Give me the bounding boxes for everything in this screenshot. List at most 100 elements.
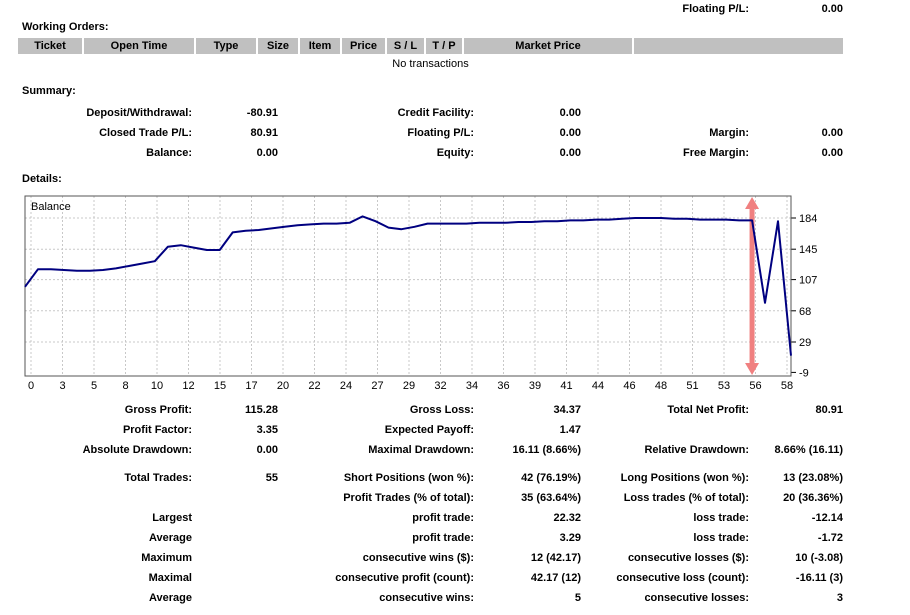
summary-label: Free Margin: — [682, 147, 749, 159]
summary-label: Deposit/Withdrawal: — [86, 107, 192, 119]
summary-value: 0.00 — [559, 147, 581, 159]
stat-value: 12 (42.17) — [530, 552, 581, 564]
stat-label: Average — [148, 532, 192, 544]
summary-label: Floating P/L: — [407, 127, 474, 139]
stats-row: Absolute Drawdown: 0.00 Maximal Drawdown: 1… — [0, 440, 910, 460]
stat-label: consecutive losses ($): — [627, 552, 749, 564]
summary-label: Credit Facility: — [397, 107, 474, 119]
svg-text:5: 5 — [91, 380, 97, 392]
svg-text:29: 29 — [799, 337, 811, 349]
summary-label: Closed Trade P/L: — [99, 127, 192, 139]
stat-label: Expected Payoff: — [384, 424, 474, 436]
stat-value: 34.37 — [553, 404, 581, 416]
stat-label: consecutive wins ($): — [362, 552, 474, 564]
stat-label: profit trade: — [412, 512, 474, 524]
column-header-tp: T / P — [426, 38, 462, 54]
svg-text:58: 58 — [781, 380, 793, 392]
stat-value: -16.11 (3) — [795, 572, 843, 584]
summary-section: Deposit/Withdrawal: -80.91 Credit Facility… — [0, 103, 910, 163]
column-header-type: Type — [196, 38, 256, 54]
stat-value: 13 (23.08%) — [783, 472, 843, 484]
stat-label: Maximum — [141, 552, 192, 564]
stat-label: Total Trades: — [124, 472, 192, 484]
svg-text:107: 107 — [799, 275, 817, 287]
stat-value: 35 (63.64%) — [521, 492, 581, 504]
stat-label: Maximal — [148, 572, 192, 584]
stat-value: 5 — [574, 592, 581, 604]
svg-text:184: 184 — [799, 213, 817, 225]
stat-label: consecutive profit (count): — [335, 572, 474, 584]
svg-text:51: 51 — [686, 380, 698, 392]
stats-row: Average consecutive wins: 5 consecutive los… — [0, 588, 910, 608]
stat-value: 10 (-3.08) — [795, 552, 843, 564]
svg-text:32: 32 — [434, 380, 446, 392]
stat-label: consecutive wins: — [379, 592, 474, 604]
floating-pl-value: 0.00 — [821, 3, 843, 15]
stat-label: Profit Trades (% of total): — [343, 492, 474, 504]
svg-text:53: 53 — [718, 380, 730, 392]
column-header-market-price: Market Price — [464, 38, 632, 54]
stat-value: 3 — [836, 592, 843, 604]
stats-row: Profit Trades (% of total): 35 (63.64%) Lo… — [0, 488, 910, 508]
stats-section-bottom: Total Trades: 55 Short Positions (won %): 4… — [0, 468, 910, 608]
column-header-size: Size — [258, 38, 298, 54]
stat-value: 3.35 — [256, 424, 278, 436]
stat-value: 1.47 — [559, 424, 581, 436]
svg-text:10: 10 — [151, 380, 163, 392]
stat-label: Maximal Drawdown: — [368, 444, 474, 456]
stat-label: consecutive loss (count): — [616, 572, 749, 584]
stat-label: Gross Profit: — [124, 404, 192, 416]
column-header-empty — [634, 38, 843, 54]
svg-text:27: 27 — [371, 380, 383, 392]
working-orders-header-row: Ticket Open Time Type Size Item Price S … — [18, 38, 843, 54]
summary-label: Margin: — [709, 127, 749, 139]
svg-text:68: 68 — [799, 306, 811, 318]
column-header-open-time: Open Time — [84, 38, 194, 54]
summary-row: Balance: 0.00 Equity: 0.00 Free Margin: 0.00 — [0, 143, 910, 163]
svg-text:145: 145 — [799, 244, 817, 256]
stat-value: 8.66% (16.11) — [774, 444, 844, 456]
svg-text:0: 0 — [28, 380, 34, 392]
summary-value: 0.00 — [559, 107, 581, 119]
svg-text:36: 36 — [497, 380, 509, 392]
summary-title: Summary: — [22, 85, 76, 97]
floating-pl-row: Floating P/L: 0.00 — [0, 0, 910, 18]
svg-text:39: 39 — [529, 380, 541, 392]
stat-value: -1.72 — [817, 532, 843, 544]
summary-row: Deposit/Withdrawal: -80.91 Credit Facility… — [0, 103, 910, 123]
stat-label: Total Net Profit: — [667, 404, 749, 416]
summary-value: 0.00 — [821, 147, 843, 159]
summary-value: 0.00 — [256, 147, 278, 159]
stat-value: 55 — [265, 472, 278, 484]
svg-text:3: 3 — [59, 380, 65, 392]
stats-row: Average profit trade: 3.29 loss trade: -1.72 — [0, 528, 910, 548]
stat-value: 80.91 — [815, 404, 843, 416]
stats-row: Largest profit trade: 22.32 loss trade: -12.… — [0, 508, 910, 528]
details-title: Details: — [22, 173, 62, 185]
stat-label: profit trade: — [412, 532, 474, 544]
svg-text:Balance: Balance — [31, 201, 71, 213]
stat-value: 22.32 — [553, 512, 581, 524]
svg-text:8: 8 — [122, 380, 128, 392]
svg-text:20: 20 — [277, 380, 289, 392]
stat-label: Short Positions (won %): — [343, 472, 474, 484]
svg-text:46: 46 — [623, 380, 635, 392]
working-orders-title: Working Orders: — [22, 21, 109, 33]
stat-label: Gross Loss: — [409, 404, 474, 416]
stat-value: 115.28 — [244, 404, 278, 416]
stat-label: loss trade: — [693, 512, 749, 524]
svg-text:24: 24 — [340, 380, 352, 392]
svg-text:41: 41 — [560, 380, 572, 392]
column-header-item: Item — [300, 38, 340, 54]
svg-text:34: 34 — [466, 380, 478, 392]
column-header-sl: S / L — [387, 38, 424, 54]
svg-text:44: 44 — [592, 380, 604, 392]
stat-value: 42.17 (12) — [530, 572, 581, 584]
summary-row: Closed Trade P/L: 80.91 Floating P/L: 0.00 M… — [0, 123, 910, 143]
stat-value: 3.29 — [559, 532, 581, 544]
stats-row: Maximum consecutive wins ($): 12 (42.17) co… — [0, 548, 910, 568]
stat-value: 20 (36.36%) — [783, 492, 843, 504]
summary-value: 80.91 — [250, 127, 278, 139]
svg-text:48: 48 — [655, 380, 667, 392]
